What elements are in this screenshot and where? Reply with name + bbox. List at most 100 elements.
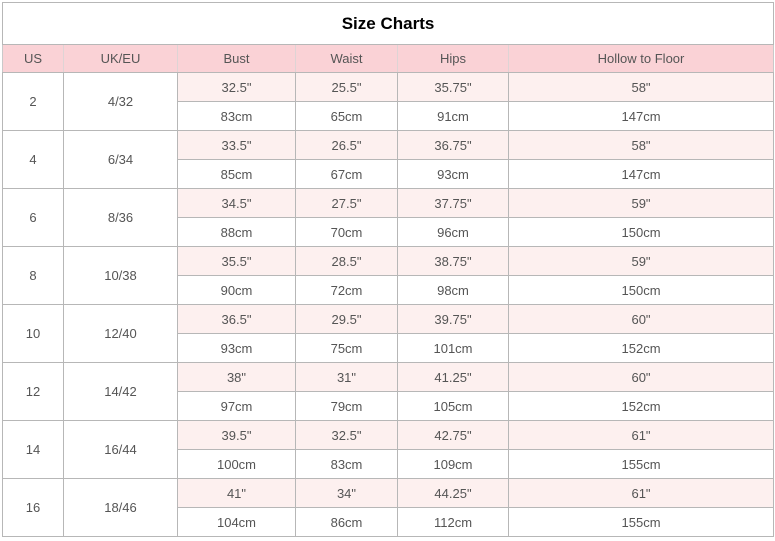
table-row-cm: 83cm 65cm 91cm 147cm [3,101,775,131]
uk-eu-size-cell: 4/32 [63,72,178,131]
waist-inch-cell: 34" [295,478,398,508]
table-row-inches: 10 12/40 36.5" 29.5" 39.75" 60" [2,304,775,363]
bust-inch-cell: 39.5" [177,420,296,450]
bust-inch-cell: 41" [177,478,296,508]
waist-cm-cell: 75cm [295,333,398,363]
hollow-inch-cell: 58" [507,72,775,102]
us-size-cell: 16 [2,478,64,537]
hips-inch-cell: 39.75" [397,304,509,334]
waist-cm-cell: 86cm [295,507,398,537]
bust-cm-cell: 83cm [177,101,296,131]
bust-inch-cell: 36.5" [177,304,296,334]
hips-cm-cell: 91cm [397,101,509,131]
header-row: US UK/EU Bust Waist Hips Hollow to Floor [2,44,775,73]
uk-eu-size-cell: 8/36 [63,188,178,247]
column-header-bust: Bust [177,44,296,73]
waist-inch-cell: 31" [295,362,398,392]
hollow-cm-cell: 152cm [507,391,775,421]
uk-eu-size-cell: 18/46 [63,478,178,537]
bust-cm-cell: 104cm [177,507,296,537]
page-title: Size Charts [1,2,775,45]
hollow-inch-cell: 61" [507,420,775,450]
hips-cm-cell: 101cm [397,333,509,363]
waist-cm-cell: 83cm [295,449,398,479]
us-size-cell: 12 [2,362,64,421]
hips-inch-cell: 42.75" [397,420,509,450]
bust-inch-cell: 32.5" [177,72,296,102]
us-size-cell: 10 [2,304,64,363]
hips-cm-cell: 96cm [397,217,509,247]
hips-inch-cell: 44.25" [397,478,509,508]
us-size-cell: 2 [2,72,64,131]
uk-eu-size-cell: 16/44 [63,420,178,479]
hips-inch-cell: 35.75" [397,72,509,102]
bust-inch-cell: 38" [177,362,296,392]
hollow-inch-cell: 60" [507,362,775,392]
hollow-inch-cell: 60" [507,304,775,334]
bust-cm-cell: 93cm [177,333,296,363]
bust-cm-cell: 90cm [177,275,296,305]
waist-inch-cell: 25.5" [295,72,398,102]
hollow-inch-cell: 61" [507,478,775,508]
hollow-cm-cell: 152cm [507,333,775,363]
hollow-cm-cell: 147cm [507,101,775,131]
waist-inch-cell: 26.5" [295,130,398,160]
us-size-cell: 14 [2,420,64,479]
table-row-inches: 12 14/42 38" 31" 41.25" 60" [2,362,775,421]
waist-cm-cell: 72cm [295,275,398,305]
column-header-us: US [2,44,64,73]
column-header-waist: Waist [295,44,398,73]
hollow-cm-cell: 150cm [507,217,775,247]
hips-cm-cell: 109cm [397,449,509,479]
uk-eu-size-cell: 10/38 [63,246,178,305]
hollow-inch-cell: 59" [507,246,775,276]
hollow-inch-cell: 58" [507,130,775,160]
column-header-hips: Hips [397,44,509,73]
column-header-hollow-to-floor: Hollow to Floor [507,44,775,73]
uk-eu-size-cell: 12/40 [63,304,178,363]
hips-cm-cell: 93cm [397,159,509,189]
table-row-cm: 104cm 86cm 112cm 155cm [3,507,775,537]
hips-cm-cell: 98cm [397,275,509,305]
hips-cm-cell: 112cm [397,507,509,537]
hips-inch-cell: 36.75" [397,130,509,160]
bust-cm-cell: 88cm [177,217,296,247]
table-row-inches: 8 10/38 35.5" 28.5" 38.75" 59" [2,246,775,305]
uk-eu-size-cell: 6/34 [63,130,178,189]
bust-cm-cell: 97cm [177,391,296,421]
waist-cm-cell: 65cm [295,101,398,131]
hips-inch-cell: 41.25" [397,362,509,392]
us-size-cell: 8 [2,246,64,305]
uk-eu-size-cell: 14/42 [63,362,178,421]
bust-cm-cell: 85cm [177,159,296,189]
table-row-inches: 4 6/34 33.5" 26.5" 36.75" 58" [2,130,775,189]
waist-cm-cell: 79cm [295,391,398,421]
us-size-cell: 4 [2,130,64,189]
hips-inch-cell: 37.75" [397,188,509,218]
hips-cm-cell: 105cm [397,391,509,421]
hollow-inch-cell: 59" [507,188,775,218]
table-row-cm: 97cm 79cm 105cm 152cm [3,391,775,421]
waist-inch-cell: 29.5" [295,304,398,334]
table-row-cm: 85cm 67cm 93cm 147cm [3,159,775,189]
hollow-cm-cell: 147cm [507,159,775,189]
waist-inch-cell: 32.5" [295,420,398,450]
hips-inch-cell: 38.75" [397,246,509,276]
table-row-inches: 14 16/44 39.5" 32.5" 42.75" 61" [2,420,775,479]
us-size-cell: 6 [2,188,64,247]
title-row: Size Charts [1,2,775,45]
column-header-uk-eu: UK/EU [63,44,178,73]
bust-cm-cell: 100cm [177,449,296,479]
table-row-inches: 6 8/36 34.5" 27.5" 37.75" 59" [2,188,775,247]
hollow-cm-cell: 155cm [507,507,775,537]
hollow-cm-cell: 155cm [507,449,775,479]
waist-cm-cell: 70cm [295,217,398,247]
table-row-cm: 88cm 70cm 96cm 150cm [3,217,775,247]
bust-inch-cell: 34.5" [177,188,296,218]
bust-inch-cell: 35.5" [177,246,296,276]
waist-inch-cell: 28.5" [295,246,398,276]
table-row-inches: 2 4/32 32.5" 25.5" 35.75" 58" [2,72,775,131]
hollow-cm-cell: 150cm [507,275,775,305]
table-row-inches: 16 18/46 41" 34" 44.25" 61" [2,478,775,537]
